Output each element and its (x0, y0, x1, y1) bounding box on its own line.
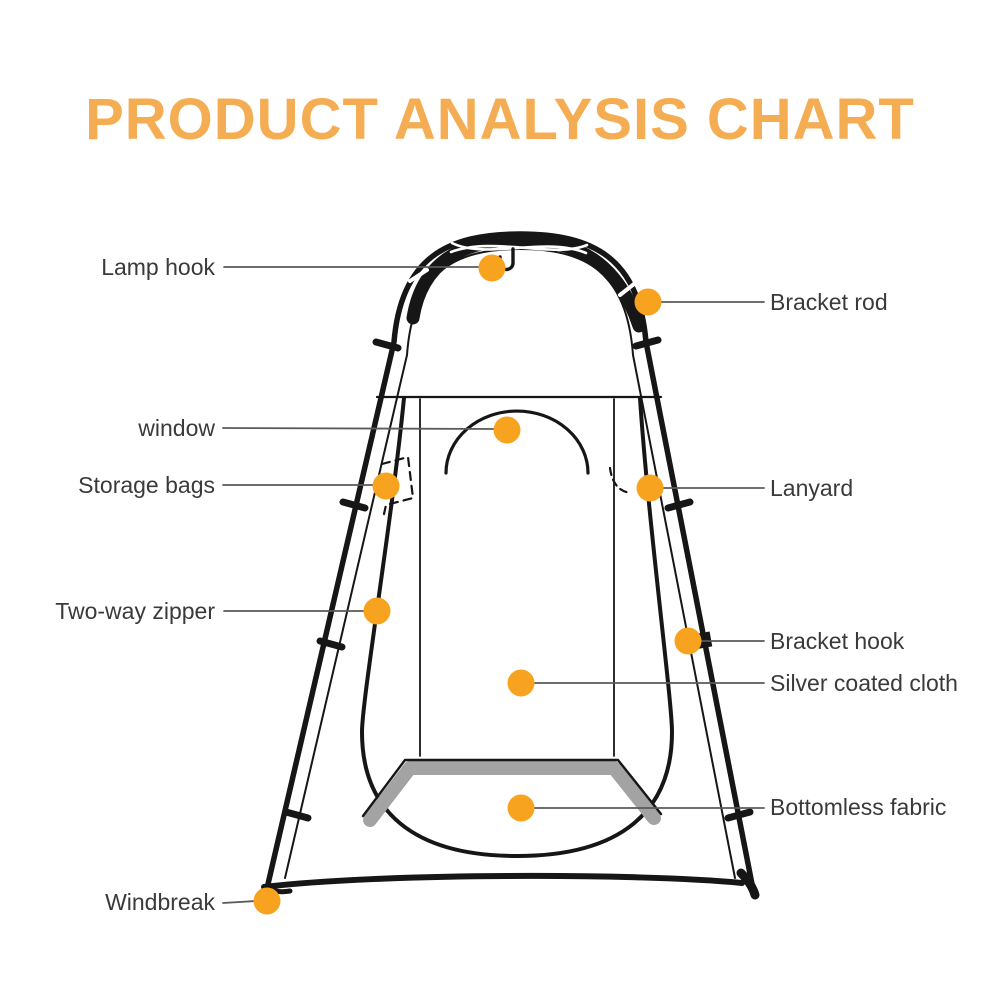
callout-label-storage-bags: Storage bags (78, 472, 215, 498)
pole-clip (372, 338, 402, 352)
ground-line (261, 872, 745, 890)
callout-dot-bracket-hook (674, 627, 702, 655)
callout-dots (253, 254, 702, 915)
tent-inner-liner (284, 248, 736, 879)
callout-dot-bracket-rod (634, 288, 662, 316)
page-title: PRODUCT ANALYSIS CHART (85, 87, 915, 152)
callout-label-two-way-zipper: Two-way zipper (55, 598, 215, 624)
storage-bags-dashed-box (380, 455, 415, 516)
callout-label-lanyard: Lanyard (770, 475, 854, 501)
pole-clip (724, 808, 754, 822)
door-outline (360, 396, 674, 858)
rod-apex-flap-slit (450, 241, 588, 255)
leader-line-window (222, 427, 498, 430)
callout-dot-lanyard (636, 474, 664, 502)
window-arc (444, 409, 590, 475)
bracket-rod-arc (406, 233, 646, 333)
callout-dot-bottomless-fabric (507, 794, 535, 822)
callout-dot-storage-bags (372, 472, 400, 500)
leader-line-windbreak (222, 900, 257, 904)
callout-dot-silver-coated-cloth (507, 669, 535, 697)
pole-clip (282, 808, 312, 822)
callout-label-window: window (138, 415, 215, 441)
callout-dot-two-way-zipper (363, 597, 391, 625)
callout-label-bracket-hook: Bracket hook (770, 628, 905, 654)
lanyard-dashed-loop (608, 466, 633, 495)
tent-outer-outline (265, 231, 755, 887)
pole-clip (316, 637, 346, 651)
callout-label-bottomless-fabric: Bottomless fabric (770, 794, 947, 820)
pole-clip (632, 336, 662, 350)
callout-dot-window (493, 416, 521, 444)
leader-lines (222, 266, 765, 904)
callout-label-windbreak: Windbreak (105, 889, 215, 915)
callout-dot-lamp-hook (478, 254, 506, 282)
callout-dot-windbreak (253, 887, 281, 915)
pole-clip (664, 498, 694, 512)
floor-strip-edge (361, 758, 663, 818)
rod-gap-right (618, 282, 636, 297)
tent-drawing (261, 231, 760, 900)
pole-clip (339, 498, 369, 512)
callout-label-lamp-hook: Lamp hook (101, 254, 215, 280)
rod-gap-left (408, 268, 429, 283)
floor-strip (363, 761, 661, 827)
callout-label-bracket-rod: Bracket rod (770, 289, 888, 315)
callout-label-silver-coated-cloth: Silver coated cloth (770, 670, 958, 696)
tent-foot-right (736, 868, 760, 900)
